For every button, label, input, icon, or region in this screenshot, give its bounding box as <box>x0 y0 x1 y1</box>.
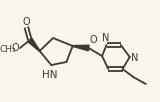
Text: O: O <box>90 35 97 45</box>
Text: N: N <box>102 33 109 43</box>
Text: N: N <box>132 53 139 63</box>
Text: O: O <box>23 17 30 27</box>
Polygon shape <box>73 45 89 51</box>
Polygon shape <box>28 38 40 51</box>
Text: HN: HN <box>42 70 57 80</box>
Text: CH₃: CH₃ <box>0 45 16 54</box>
Text: O: O <box>12 43 19 53</box>
